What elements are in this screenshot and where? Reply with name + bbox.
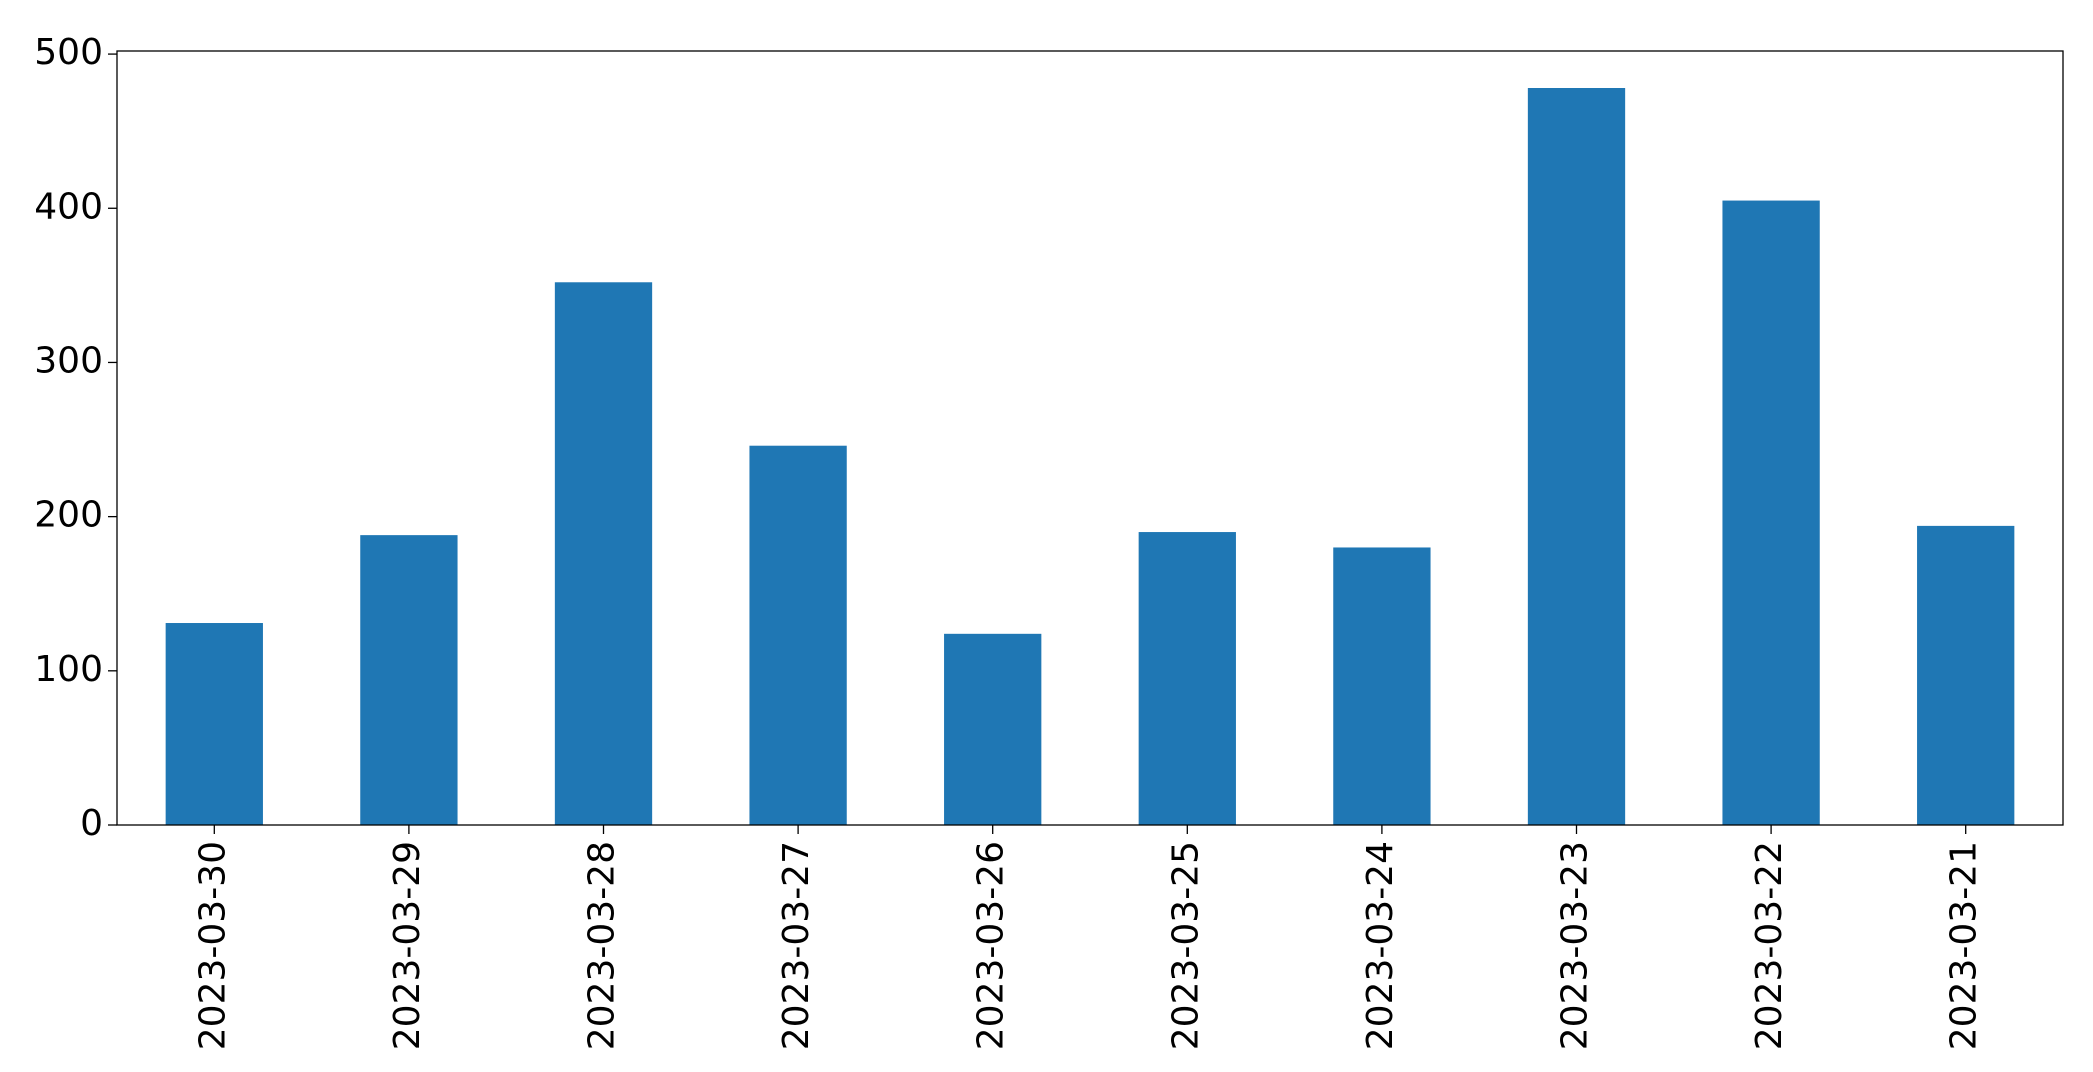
x-tick-label: 2023-03-29 [387,841,428,1050]
y-tick-label: 200 [34,495,103,536]
bar [749,445,847,825]
bar [554,282,653,825]
bar [360,535,458,825]
x-tick-label: 2023-03-30 [192,841,233,1050]
y-tick-label: 300 [34,340,103,381]
x-tick-label: 2023-03-23 [1555,841,1596,1050]
x-tick-label: 2023-03-25 [1165,841,1206,1050]
bar [165,623,263,825]
x-tick-label: 2023-03-21 [1944,841,1985,1050]
x-tick-label: 2023-03-28 [582,841,623,1050]
bar [1138,532,1236,825]
y-tick-label: 0 [80,803,103,844]
y-tick-label: 500 [34,32,103,73]
x-tick-label: 2023-03-27 [776,841,817,1050]
x-tick-label: 2023-03-24 [1360,841,1401,1050]
bar [1333,547,1431,825]
bar [1917,525,2015,825]
y-tick-label: 100 [34,649,103,690]
x-tick-label: 2023-03-22 [1749,841,1790,1050]
plot-frame [116,50,2064,826]
x-tick-label: 2023-03-26 [971,841,1012,1050]
bar [1722,200,1820,826]
bar [944,633,1042,825]
bar [1527,88,1626,826]
y-tick-label: 400 [34,186,103,227]
